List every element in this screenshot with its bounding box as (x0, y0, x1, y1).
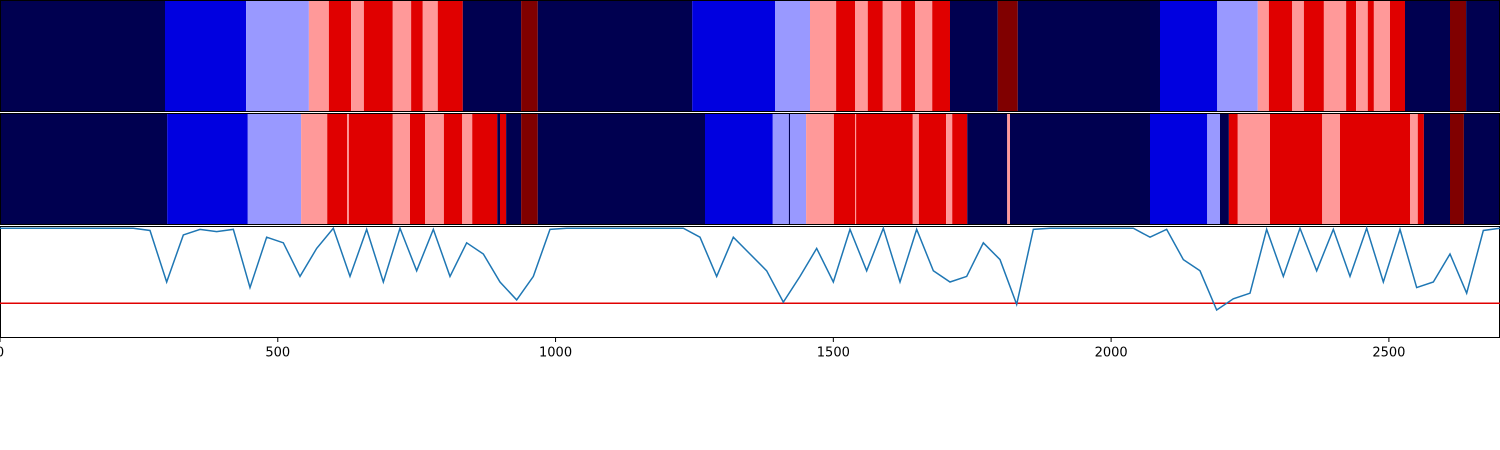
segment (932, 0, 950, 112)
segment (1373, 0, 1390, 112)
x-tick-label: 1000 (539, 346, 572, 361)
segment (167, 113, 248, 225)
segment (1322, 113, 1340, 225)
segment (537, 0, 693, 112)
segment (497, 113, 500, 225)
segment (1207, 113, 1220, 225)
segment (422, 0, 438, 112)
segment (1356, 0, 1368, 112)
segment (1217, 0, 1258, 112)
segment (1237, 113, 1270, 225)
segment (1268, 0, 1293, 112)
segment (506, 113, 522, 225)
segment (1270, 113, 1323, 225)
segment (1466, 0, 1500, 112)
segment (1150, 113, 1208, 225)
x-tick-label: 2000 (1095, 346, 1128, 361)
segment (1017, 0, 1160, 112)
segment (1417, 113, 1424, 225)
segment (1410, 113, 1418, 225)
segment (806, 113, 834, 225)
segment (521, 0, 538, 112)
segment (950, 0, 998, 112)
segment (882, 0, 902, 112)
segment (775, 0, 810, 112)
segment (1303, 0, 1324, 112)
segment (692, 0, 775, 112)
segment (1160, 0, 1218, 112)
segment (1450, 0, 1467, 112)
segment (0, 0, 165, 112)
segment (967, 113, 1008, 225)
segment (901, 0, 915, 112)
segment (833, 113, 855, 225)
segment (410, 113, 425, 225)
segment (1007, 113, 1010, 225)
segment (348, 113, 393, 225)
segment (347, 113, 349, 225)
segment (1405, 0, 1450, 112)
segment (1010, 113, 1150, 225)
panel-frame (0, 226, 1500, 338)
segment (855, 113, 857, 225)
segment (705, 113, 773, 225)
segment (500, 113, 507, 225)
segment (392, 0, 412, 112)
segment (443, 113, 463, 225)
segment (425, 113, 444, 225)
segment (0, 113, 168, 225)
segment (1257, 0, 1269, 112)
segment (247, 113, 302, 225)
segment (462, 113, 473, 225)
segment (1390, 0, 1405, 112)
segment (328, 0, 352, 112)
segment (855, 0, 868, 112)
segment (1423, 113, 1450, 225)
segment (437, 0, 463, 112)
segment (246, 0, 309, 112)
segment (952, 113, 968, 225)
segment (836, 0, 855, 112)
segment (790, 113, 807, 225)
segment (308, 0, 329, 112)
segment (1323, 0, 1347, 112)
segment (411, 0, 423, 112)
segment (1220, 113, 1229, 225)
segment (1292, 0, 1304, 112)
segment (810, 0, 837, 112)
segment (301, 113, 328, 225)
segment (327, 113, 348, 225)
segment (472, 113, 498, 225)
segment (946, 113, 953, 225)
x-tick-label: 2500 (1372, 346, 1405, 361)
segment (363, 0, 393, 112)
segment (912, 113, 919, 225)
segment (915, 0, 933, 112)
segment (1228, 113, 1238, 225)
segment (772, 113, 789, 225)
segment (521, 113, 538, 225)
segment (1463, 113, 1500, 225)
segment (462, 0, 522, 112)
segment (997, 0, 1018, 112)
x-tick-label: 0 (0, 346, 4, 361)
segment (165, 0, 247, 112)
segment (1367, 0, 1374, 112)
x-tick-label: 500 (265, 346, 290, 361)
segment (918, 113, 947, 225)
segment (788, 113, 790, 225)
segment (1346, 0, 1357, 112)
segment (351, 0, 364, 112)
segment (867, 0, 883, 112)
segment (1450, 113, 1464, 225)
segment (1340, 113, 1410, 225)
segment (537, 113, 705, 225)
x-tick-label: 1500 (817, 346, 850, 361)
segment (392, 113, 410, 225)
line (0, 225, 1500, 312)
segment (856, 113, 913, 225)
